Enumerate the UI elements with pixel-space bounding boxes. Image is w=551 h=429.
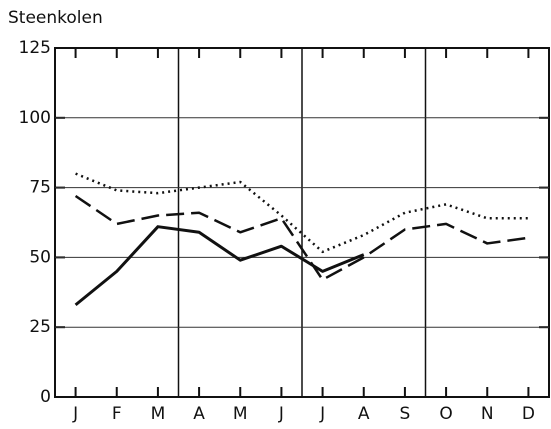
x-tick-label: M [233, 404, 248, 424]
series-line [75, 172, 529, 254]
y-tick-label: 100 [19, 108, 51, 128]
x-tick-label: F [112, 404, 122, 424]
x-tick-label: O [439, 404, 452, 424]
x-tick-label: M [151, 404, 166, 424]
x-tick-label: A [358, 404, 370, 424]
y-tick-label: 125 [19, 38, 51, 58]
x-tick-label: J [72, 404, 78, 424]
y-tick-label: 25 [29, 317, 51, 337]
x-tick-label: N [481, 404, 494, 424]
y-tick-label: 50 [29, 247, 51, 267]
y-tick-label: 75 [29, 178, 51, 198]
y-tick-label: 0 [40, 387, 51, 407]
x-tick-label: J [319, 404, 325, 424]
series-line [74, 194, 529, 281]
x-tick-label: J [278, 404, 284, 424]
series-line [74, 225, 365, 307]
x-tick-label: A [193, 404, 205, 424]
x-tick-label: S [400, 404, 411, 424]
chart-title: Steenkolen [8, 8, 103, 28]
x-tick-label: D [522, 404, 535, 424]
